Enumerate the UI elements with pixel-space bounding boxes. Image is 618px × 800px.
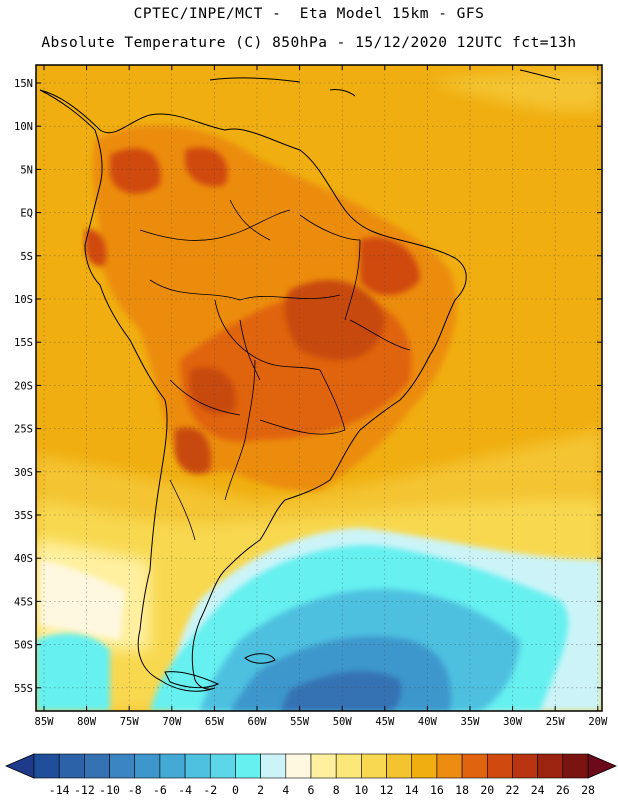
colorbar-label: 22 <box>506 783 520 797</box>
colorbar-label: -14 <box>49 783 70 797</box>
lat-label: 30S <box>14 467 33 479</box>
lat-label: EQ <box>20 208 33 220</box>
colorbar-label: 12 <box>380 783 394 797</box>
lat-label: 55S <box>14 683 33 695</box>
colorbar-swatch <box>436 753 463 779</box>
colorbar-swatch <box>335 753 362 779</box>
tierra-del-fuego <box>164 671 220 689</box>
colorbar-swatch <box>109 753 136 779</box>
map-frame <box>35 64 603 712</box>
lon-label: 50W <box>333 716 353 728</box>
colorbar-swatch <box>184 753 211 779</box>
lat-label: 45S <box>14 596 33 608</box>
coastline-layer <box>39 69 561 692</box>
country-borders <box>139 199 411 541</box>
colorbar-swatch <box>512 753 538 779</box>
colorbar-label: -10 <box>99 783 120 797</box>
colorbar-swatch <box>386 753 413 779</box>
colorbar-label: 6 <box>308 783 315 797</box>
lat-label: 5N <box>20 164 33 176</box>
lon-label: 20W <box>588 716 608 728</box>
colorbar-label: 28 <box>581 783 595 797</box>
colorbar-label: 14 <box>405 783 419 797</box>
colorbar-label: 10 <box>354 783 368 797</box>
colorbar-swatch <box>134 753 161 779</box>
colorbar-swatch <box>260 753 287 779</box>
colorbar-swatch <box>486 753 513 779</box>
colorbar-swatch <box>58 753 85 779</box>
lat-label: 35S <box>14 510 33 522</box>
lon-label: 80W <box>77 716 97 728</box>
colorbar-label: 18 <box>455 783 469 797</box>
colorbar-swatch <box>562 753 589 779</box>
lat-label: 50S <box>14 640 33 652</box>
south-america-coastline <box>39 89 467 692</box>
lat-label: 20S <box>14 380 33 392</box>
colorbar-label: 4 <box>282 783 289 797</box>
colorbar-label: 24 <box>531 783 545 797</box>
lat-label: 25S <box>14 424 33 436</box>
lon-label: 30W <box>503 716 523 728</box>
lat-label: 10N <box>14 121 33 133</box>
colorbar-label: -8 <box>128 783 142 797</box>
colorbar-swatch <box>285 753 312 779</box>
lon-label: 85W <box>35 716 55 728</box>
title-line-1: CPTEC/INPE/MCT - Eta Model 15km - GFS <box>133 6 485 22</box>
colorbar-label: 20 <box>480 783 494 797</box>
lon-label: 40W <box>418 716 438 728</box>
temperature-field <box>36 65 602 711</box>
title-line-2: Absolute Temperature (C) 850hPa - 15/12/… <box>41 35 577 51</box>
colorbar-swatch <box>159 753 186 779</box>
lon-label: 60W <box>248 716 268 728</box>
latitude-labels: 15N 10N 5N EQ 5S 10S 15S 20S 25S 30S 35S 40S 45S 50S 5… <box>14 78 602 695</box>
colorbar-label: 2 <box>257 783 264 797</box>
lon-label: 25W <box>546 716 566 728</box>
colorbar-label: 8 <box>333 783 340 797</box>
colorbar-label: 0 <box>232 783 239 797</box>
colorbar-swatch <box>33 753 60 779</box>
colorbar-left-arrow <box>4 753 35 779</box>
colorbar-label: -2 <box>203 783 217 797</box>
colorbar-swatch <box>84 753 110 779</box>
colorbar-label: 16 <box>430 783 444 797</box>
lon-label: 45W <box>375 716 395 728</box>
colorbar-swatch <box>209 753 236 779</box>
lon-label: 35W <box>461 716 481 728</box>
lon-label: 75W <box>120 716 140 728</box>
colorbar: -14 -12 -10 -8 -6 -4 -2 0 2 4 6 8 10 12 14 16 18 20 22 24 26… <box>4 753 618 797</box>
falkland-islands <box>244 653 276 664</box>
colorbar-right-arrow <box>587 753 618 779</box>
lat-label: 40S <box>14 553 33 565</box>
lat-label: 10S <box>14 294 33 306</box>
colorbar-label: -12 <box>74 783 95 797</box>
colorbar-swatch <box>411 753 438 779</box>
lat-label: 5S <box>20 251 33 263</box>
colorbar-swatch <box>461 753 488 779</box>
colorbar-swatch <box>310 753 337 779</box>
colorbar-label: -4 <box>178 783 192 797</box>
colorbar-swatch <box>361 753 387 779</box>
lon-label: 55W <box>290 716 310 728</box>
colorbar-swatch <box>537 753 564 779</box>
colorbar-swatch <box>235 753 261 779</box>
lon-label: 65W <box>205 716 225 728</box>
lat-label: 15N <box>14 78 33 90</box>
lat-label: 15S <box>14 337 33 349</box>
lon-label: 70W <box>162 716 182 728</box>
colorbar-label: -6 <box>153 783 167 797</box>
longitude-labels: 85W 80W 75W 70W 65W 60W 55W 50W 45W 40W 35W 30W 25W 2… <box>35 65 608 728</box>
colorbar-label: 26 <box>556 783 570 797</box>
